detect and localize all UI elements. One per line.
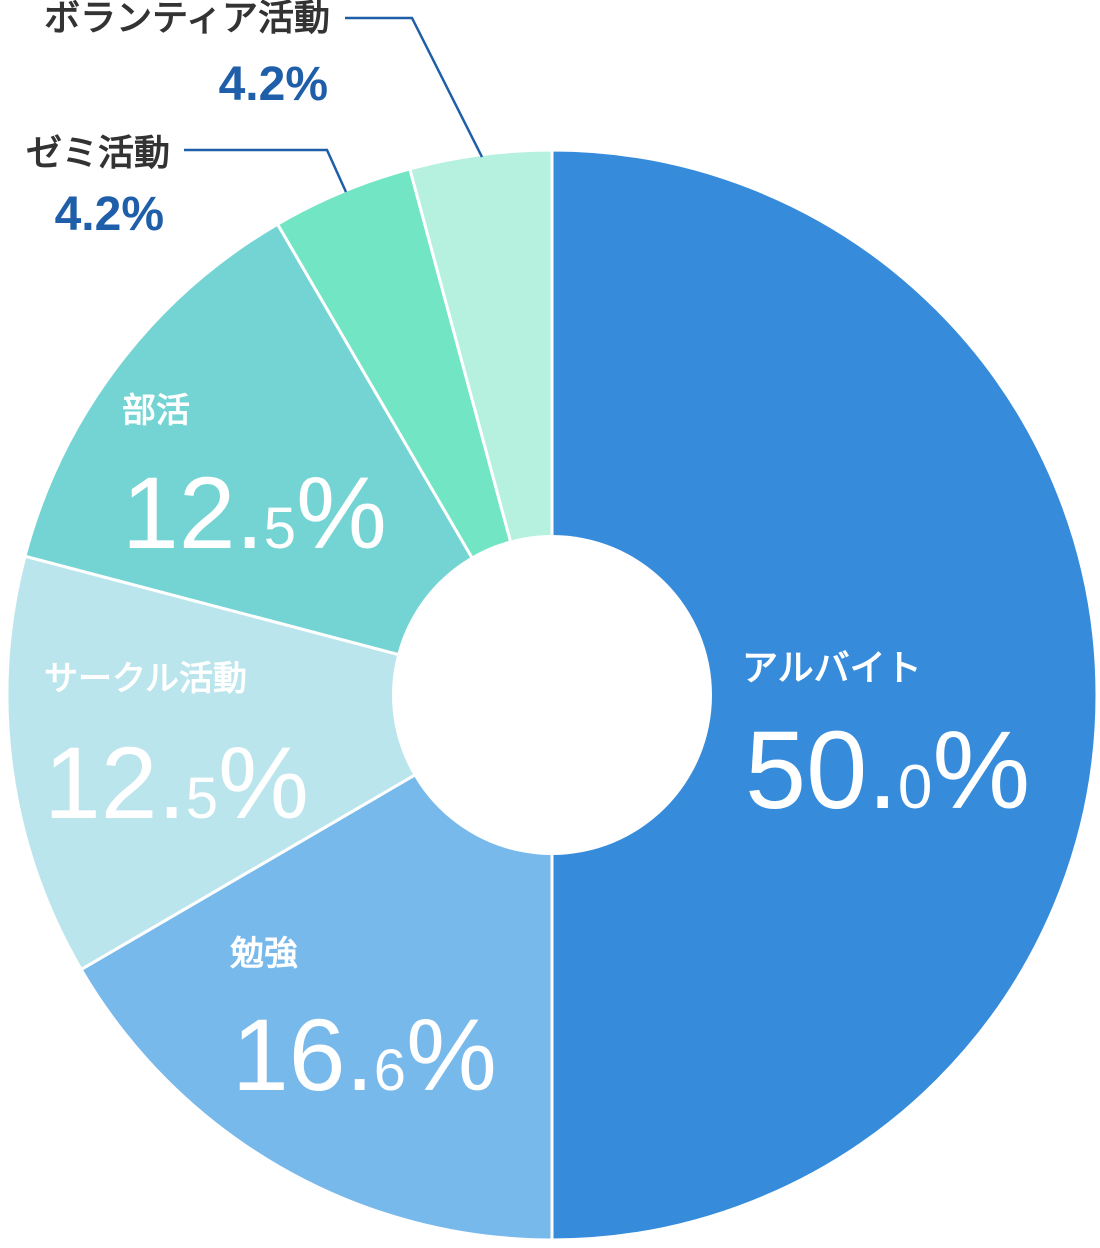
slice-value-0: 50.0%: [745, 709, 1030, 832]
slice-3: [23, 222, 554, 697]
slice-label-2: サークル活動: [44, 659, 247, 699]
slice-value-1: 16.6%: [232, 998, 497, 1112]
chart-labels: アルバイト 50.0% 勉強 16.6% サークル活動 12.5% 部活 12.5% ゼミ活動 4…: [26, 0, 1030, 1112]
slice-label-3: 部活: [122, 391, 190, 431]
slice-label-5: ボランティア活動: [44, 0, 330, 39]
slice-label-1: 勉強: [230, 934, 298, 974]
chart-slices: [5, 148, 1099, 1242]
slice-value-5: 4.2%: [219, 58, 328, 111]
slice-value-4: 4.2%: [55, 188, 164, 241]
leader-lines: [184, 16, 484, 193]
slice-value-3: 12.5%: [122, 456, 387, 570]
slice-label-4: ゼミ活動: [26, 133, 170, 174]
leader-line-5: [345, 16, 484, 158]
slice-1: [79, 693, 554, 1242]
donut-hole: [392, 535, 712, 855]
slice-label-0: アルバイト: [742, 648, 922, 689]
leader-line-4: [184, 148, 348, 193]
slice-0: [550, 148, 1099, 1242]
slice-value-2: 12.5%: [44, 726, 309, 840]
